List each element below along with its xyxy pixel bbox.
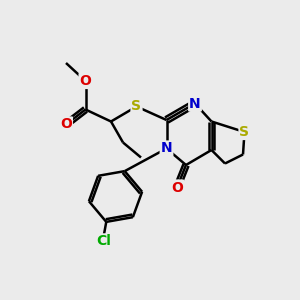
Text: N: N [161, 142, 172, 155]
Text: Cl: Cl [96, 234, 111, 248]
Text: S: S [239, 125, 250, 139]
Text: O: O [171, 181, 183, 194]
Text: S: S [131, 100, 142, 113]
Text: O: O [80, 74, 92, 88]
Text: O: O [60, 118, 72, 131]
Text: N: N [189, 97, 201, 110]
